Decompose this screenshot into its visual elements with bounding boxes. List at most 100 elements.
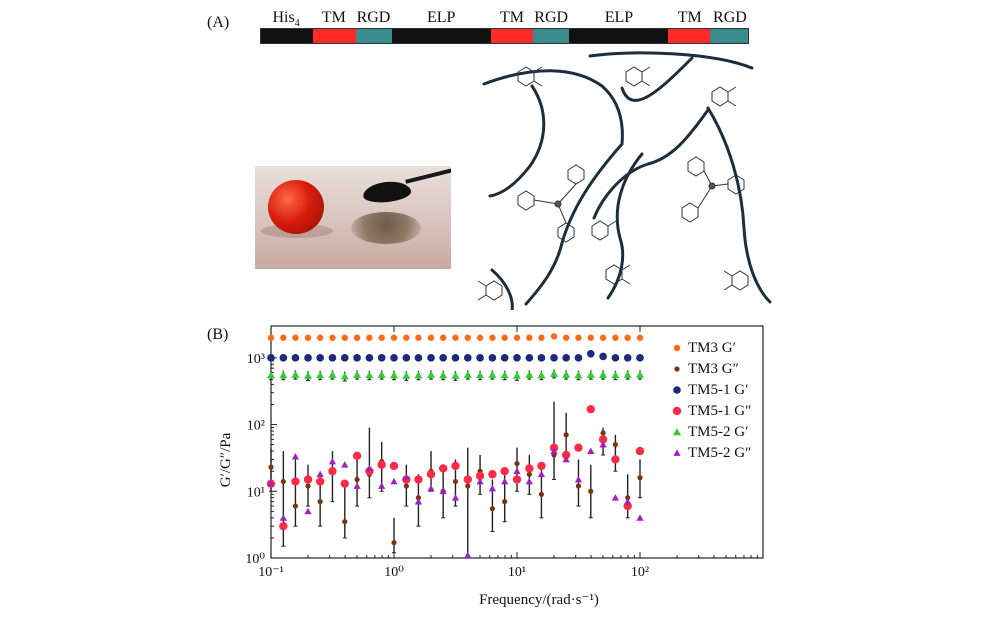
data-point bbox=[328, 457, 337, 465]
construct-segment bbox=[356, 29, 392, 43]
crosslink-network-diagram bbox=[477, 51, 772, 310]
data-point bbox=[427, 354, 435, 362]
data-point bbox=[341, 334, 348, 341]
data-point bbox=[402, 474, 410, 481]
data-point bbox=[328, 466, 337, 476]
data-point bbox=[390, 371, 398, 379]
data-point bbox=[390, 354, 398, 362]
data-point bbox=[501, 477, 509, 485]
data-point bbox=[500, 354, 509, 362]
data-point bbox=[673, 386, 681, 394]
data-point bbox=[304, 507, 312, 515]
legend-label: TM5-2 G″ bbox=[688, 445, 751, 461]
data-point bbox=[353, 354, 361, 362]
data-point bbox=[599, 352, 607, 361]
data-point bbox=[414, 371, 423, 379]
data-point bbox=[463, 354, 472, 362]
data-point bbox=[279, 354, 288, 362]
data-point bbox=[488, 354, 497, 362]
x-tick-label: 10⁰ bbox=[384, 565, 404, 580]
segment-label-text: TM bbox=[677, 9, 702, 26]
data-point bbox=[611, 494, 620, 501]
data-point bbox=[488, 470, 497, 479]
y-tick-label: 10³ bbox=[247, 352, 265, 367]
y-axis-label: G′/G″/Pa bbox=[218, 432, 234, 487]
legend-entry: TM3 G′ bbox=[673, 340, 736, 356]
data-point bbox=[525, 354, 534, 362]
data-point bbox=[304, 334, 312, 341]
dopa-group bbox=[723, 270, 749, 291]
data-point bbox=[526, 334, 533, 341]
y-tick-label: 10¹ bbox=[247, 485, 265, 500]
data-point bbox=[414, 354, 423, 362]
data-point bbox=[537, 470, 546, 478]
data-point bbox=[451, 371, 460, 379]
data-point bbox=[304, 371, 313, 379]
data-point bbox=[550, 354, 558, 362]
data-point bbox=[598, 435, 608, 444]
data-point bbox=[291, 453, 300, 460]
data-point bbox=[637, 475, 643, 481]
data-point bbox=[291, 477, 300, 486]
construct-segment-label: TM bbox=[500, 9, 524, 27]
polymer-chain bbox=[490, 268, 514, 310]
segment-label-text: RGD bbox=[534, 9, 569, 26]
construct-labels: His4 TM RGD ELP TM RGD ELP TM RGD bbox=[260, 9, 749, 29]
segment-label-text: RGD bbox=[713, 9, 747, 26]
data-point bbox=[303, 475, 313, 484]
data-point bbox=[526, 471, 532, 477]
data-point bbox=[538, 491, 545, 497]
data-point bbox=[514, 460, 520, 467]
construct-segment-label: RGD bbox=[357, 9, 391, 27]
data-point bbox=[354, 476, 360, 483]
data-point bbox=[267, 371, 275, 379]
data-point bbox=[525, 370, 534, 378]
data-point bbox=[316, 334, 324, 341]
data-point bbox=[439, 371, 448, 379]
data-point bbox=[476, 334, 484, 341]
dopa-group bbox=[591, 220, 617, 241]
data-point bbox=[465, 483, 471, 489]
data-point bbox=[329, 334, 336, 341]
data-point bbox=[402, 354, 411, 362]
data-point bbox=[587, 334, 594, 341]
data-point bbox=[612, 334, 619, 341]
data-point bbox=[452, 478, 459, 485]
dopa-group bbox=[711, 86, 737, 107]
data-point bbox=[328, 354, 337, 362]
data-point bbox=[305, 483, 311, 489]
data-point bbox=[587, 447, 595, 454]
data-point bbox=[574, 475, 583, 483]
series-3 bbox=[266, 404, 645, 531]
data-point bbox=[476, 477, 484, 485]
data-point bbox=[352, 451, 362, 461]
data-point bbox=[390, 477, 398, 485]
metal-complex bbox=[681, 156, 745, 223]
polymer-chain bbox=[588, 51, 754, 70]
data-point bbox=[280, 478, 286, 485]
data-point bbox=[389, 461, 399, 471]
data-point bbox=[279, 371, 288, 379]
segment-label-text: TM bbox=[321, 9, 346, 26]
panel-b-label: (B) bbox=[207, 326, 229, 343]
data-point bbox=[600, 430, 606, 436]
data-point bbox=[525, 477, 533, 485]
data-point bbox=[672, 406, 682, 416]
dopa-group bbox=[625, 66, 651, 87]
construct-segment bbox=[568, 29, 668, 43]
data-point bbox=[538, 334, 545, 341]
panel-a-label: (A) bbox=[207, 14, 230, 31]
data-point bbox=[353, 482, 361, 489]
x-axis-label: Frequency/(rad·s⁻¹) bbox=[479, 592, 599, 608]
legend-entry: TM5-2 G′ bbox=[673, 424, 748, 440]
data-point bbox=[414, 475, 423, 484]
data-point bbox=[291, 370, 300, 378]
data-point bbox=[279, 521, 288, 531]
legend-label: TM5-1 G″ bbox=[688, 403, 751, 419]
data-point bbox=[415, 334, 422, 341]
data-point bbox=[500, 466, 509, 476]
x-tick-label: 10⁻¹ bbox=[258, 565, 284, 580]
data-point bbox=[315, 477, 325, 486]
segment-label-text: ELP bbox=[604, 9, 634, 26]
construct-segment-label: TM bbox=[322, 9, 346, 27]
